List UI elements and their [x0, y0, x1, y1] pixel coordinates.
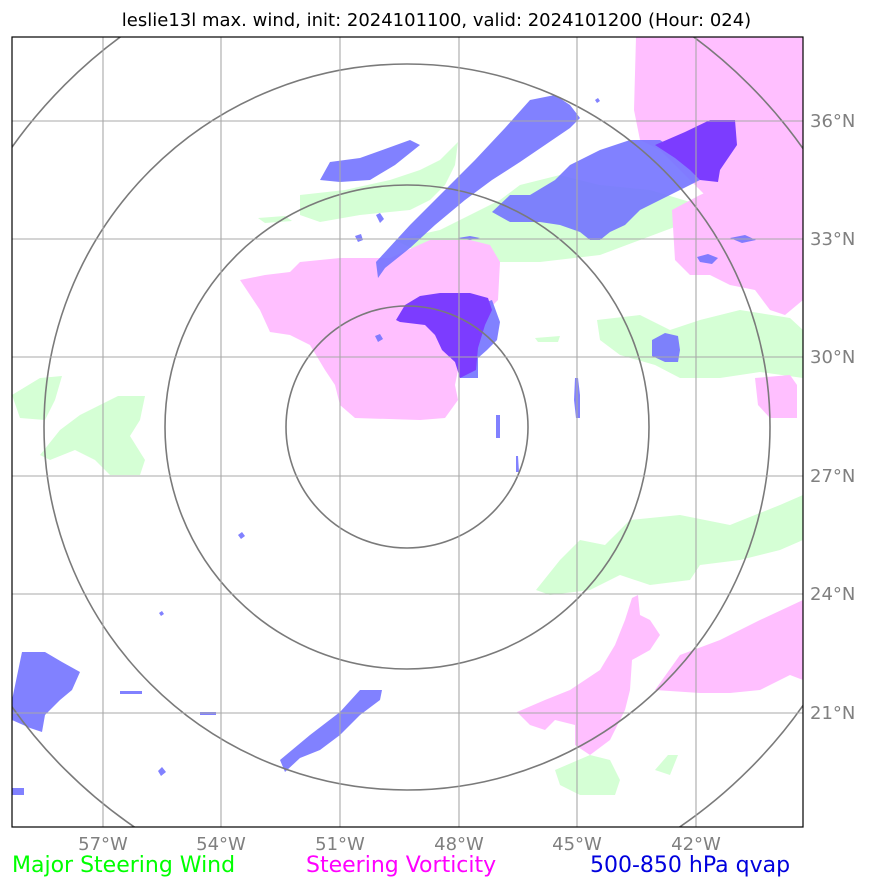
plot-frame [11, 36, 804, 828]
lat-tick-label: 27°N [810, 466, 855, 487]
lat-tick-label: 33°N [810, 229, 855, 250]
lat-tick-label: 30°N [810, 347, 855, 368]
legend-steering-wind: Major Steering Wind [12, 853, 236, 878]
chart-title: leslie13l max. wind, init: 2024101100, v… [121, 10, 752, 31]
graticule [12, 37, 803, 827]
lon-tick-label: 45°W [552, 834, 602, 855]
legend-qvap: 500-850 hPa qvap [590, 853, 791, 878]
legend-steering-vorticity: Steering Vorticity [306, 853, 497, 878]
lat-tick-label: 21°N [810, 703, 855, 724]
lon-tick-label: 48°W [434, 834, 484, 855]
lon-tick-label: 51°W [315, 834, 365, 855]
lat-tick-labels: 36°N 33°N 30°N 27°N 24°N 21°N [810, 111, 855, 724]
lon-tick-label: 57°W [78, 834, 128, 855]
lat-tick-label: 36°N [810, 111, 855, 132]
lon-tick-labels: 57°W 54°W 51°W 48°W 45°W 42°W [78, 834, 721, 855]
lon-tick-label: 54°W [196, 834, 246, 855]
lon-tick-label: 42°W [671, 834, 721, 855]
lat-tick-label: 24°N [810, 584, 855, 605]
